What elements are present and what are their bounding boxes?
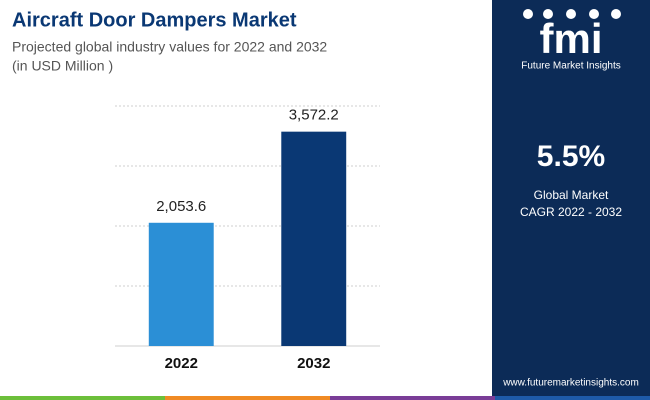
brand-logo: fmi [540,15,603,62]
value-label: 2,053.6 [156,198,206,215]
bar [148,222,214,346]
value-label: 3,572.2 [289,107,339,124]
chart-subtitle: Projected global industry values for 202… [12,39,327,55]
x-tick-label: 2032 [297,355,330,372]
brand-name: Future Market Insights [521,61,620,72]
cagr-label: Global Market [534,188,609,202]
cagr-label: CAGR 2022 - 2032 [520,205,622,219]
bar [281,131,347,346]
x-tick-label: 2022 [165,355,198,372]
chart-title: Aircraft Door Dampers Market [12,9,297,31]
unit-label: (in USD Million ) [12,58,113,74]
footer-strip [0,396,650,400]
website: www.futuremarketinsights.com [502,378,639,389]
logo-icons [523,9,621,19]
cagr-value: 5.5% [537,140,605,173]
sidebar [492,0,650,400]
